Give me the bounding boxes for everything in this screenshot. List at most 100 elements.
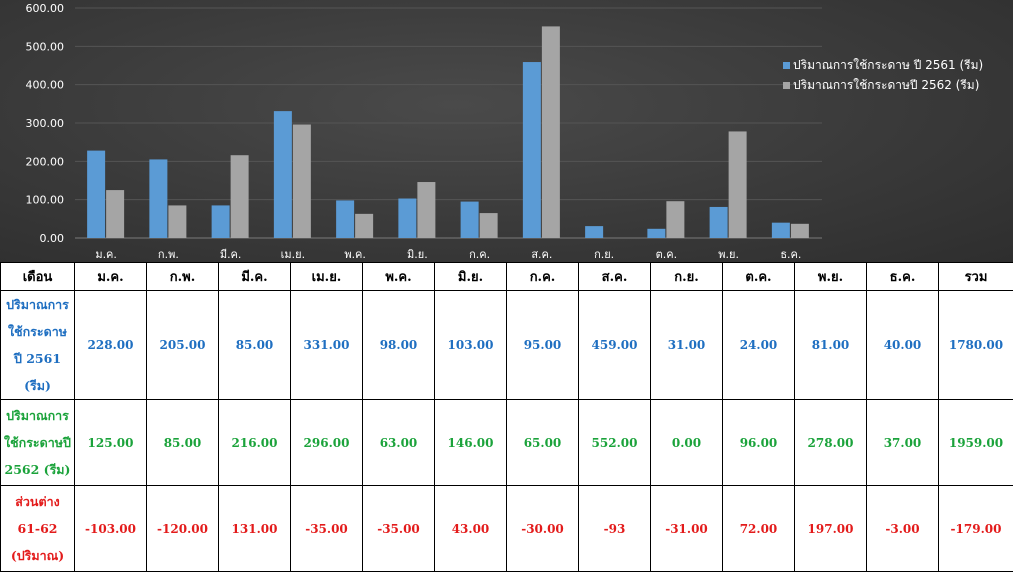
y-tick-label: 200.00 — [26, 155, 65, 168]
bar — [231, 155, 249, 238]
table-cell: 552.00 — [579, 400, 651, 486]
x-tick-label: มี.ค. — [220, 248, 242, 261]
table-cell: 278.00 — [795, 400, 867, 486]
table-cell: -103.00 — [75, 486, 147, 572]
table-header-cell: พ.ค. — [363, 263, 435, 291]
legend-label-2562: ปริมาณการใช้กระดาษปี 2562 (รีม) — [793, 75, 979, 95]
chart-area: 0.00 100.00 200.00 300.00 400.00 500.00 600.00… — [0, 0, 1013, 262]
table-cell: 1780.00 — [939, 291, 1013, 400]
table-cell: 85.00 — [219, 291, 291, 400]
table-cell: 296.00 — [291, 400, 363, 486]
y-tick-label: 100.00 — [26, 194, 65, 207]
bar — [87, 151, 105, 238]
table-cell: -31.00 — [651, 486, 723, 572]
bar — [585, 226, 603, 238]
row-label-line: 2562 (รีม) — [1, 456, 74, 483]
table-header-cell: พ.ย. — [795, 263, 867, 291]
y-tick-label: 400.00 — [26, 79, 65, 92]
table-cell: 40.00 — [867, 291, 939, 400]
x-tick-label: พ.ย. — [718, 248, 739, 261]
table-cell: -93 — [579, 486, 651, 572]
x-tick-label: ก.ย. — [594, 248, 614, 261]
table-cell: 103.00 — [435, 291, 507, 400]
bar — [336, 200, 354, 238]
table-cell: 205.00 — [147, 291, 219, 400]
y-tick-label: 0.00 — [40, 232, 65, 245]
bar — [461, 202, 479, 238]
legend-label-2561: ปริมาณการใช้กระดาษ ปี 2561 (รีม) — [793, 55, 983, 75]
table-header-cell: รวม — [939, 263, 1013, 291]
table-header-cell: ต.ค. — [723, 263, 795, 291]
table-cell: 72.00 — [723, 486, 795, 572]
bar — [666, 201, 684, 238]
bar — [772, 223, 790, 238]
x-tick-label: เม.ย. — [281, 248, 305, 261]
bar — [293, 125, 311, 238]
bar — [168, 205, 186, 238]
table-cell: 31.00 — [651, 291, 723, 400]
y-tick-label: 600.00 — [26, 2, 65, 15]
row-label-cell: ปริมาณการใช้กระดาษปี2562 (รีม) — [1, 400, 75, 486]
bar — [398, 199, 416, 238]
table-header-row: เดือนม.ค.ก.พ.มี.ค.เม.ย.พ.ค.มิ.ย.ก.ค.ส.ค.… — [1, 263, 1013, 291]
row-label-line: ปี 2561 (รีม) — [1, 345, 74, 399]
row-label-line: ส่วนต่าง — [1, 488, 74, 515]
table-cell: 228.00 — [75, 291, 147, 400]
bar — [106, 190, 124, 238]
table-header-cell: เม.ย. — [291, 263, 363, 291]
table-cell: 197.00 — [795, 486, 867, 572]
row-label-line: ใช้กระดาษ — [1, 318, 74, 345]
table-cell: 96.00 — [723, 400, 795, 486]
bar — [480, 213, 498, 238]
x-tick-label: ก.ค. — [469, 248, 490, 261]
table-header-cell: ก.ค. — [507, 263, 579, 291]
bar — [274, 111, 292, 238]
bar — [417, 182, 435, 238]
table-header-cell: ส.ค. — [579, 263, 651, 291]
table-cell: 125.00 — [75, 400, 147, 486]
table-cell: 85.00 — [147, 400, 219, 486]
table-cell: 331.00 — [291, 291, 363, 400]
bar — [212, 205, 230, 238]
table-cell: 1959.00 — [939, 400, 1013, 486]
y-tick-label: 500.00 — [26, 40, 65, 53]
table-header-cell: มิ.ย. — [435, 263, 507, 291]
x-tick-label: ส.ค. — [531, 248, 552, 261]
table-cell: 24.00 — [723, 291, 795, 400]
bar-chart: 0.00 100.00 200.00 300.00 400.00 500.00 600.00… — [0, 0, 1013, 262]
bar — [355, 214, 373, 238]
bar — [542, 26, 560, 238]
table-cell: 0.00 — [651, 400, 723, 486]
table-header-cell: มี.ค. — [219, 263, 291, 291]
table-cell: -3.00 — [867, 486, 939, 572]
table-cell: 43.00 — [435, 486, 507, 572]
bar — [149, 159, 167, 238]
table-cell: -120.00 — [147, 486, 219, 572]
bar — [729, 131, 747, 238]
y-tick-label: 300.00 — [26, 117, 65, 130]
bar — [710, 207, 728, 238]
table-cell: 95.00 — [507, 291, 579, 400]
legend-item-2561: ปริมาณการใช้กระดาษ ปี 2561 (รีม) — [783, 55, 983, 75]
x-tick-label: ต.ค. — [656, 248, 678, 261]
data-table: เดือนม.ค.ก.พ.มี.ค.เม.ย.พ.ค.มิ.ย.ก.ค.ส.ค.… — [0, 262, 1013, 572]
table-header-cell: ก.พ. — [147, 263, 219, 291]
table-cell: 216.00 — [219, 400, 291, 486]
table-header-cell: ม.ค. — [75, 263, 147, 291]
row-label-line: (ปริมาณ) — [1, 542, 74, 569]
table-cell: -35.00 — [363, 486, 435, 572]
legend-item-2562: ปริมาณการใช้กระดาษปี 2562 (รีม) — [783, 75, 983, 95]
table-cell: 65.00 — [507, 400, 579, 486]
table-cell: 37.00 — [867, 400, 939, 486]
table-cell: -30.00 — [507, 486, 579, 572]
chart-legend: ปริมาณการใช้กระดาษ ปี 2561 (รีม) ปริมาณก… — [783, 55, 983, 95]
row-label-line: ปริมาณการ — [1, 291, 74, 318]
table-cell: 81.00 — [795, 291, 867, 400]
row-label-cell: ปริมาณการใช้กระดาษปี 2561 (รีม) — [1, 291, 75, 400]
table-cell: -35.00 — [291, 486, 363, 572]
row-label-line: 61-62 — [1, 515, 74, 542]
